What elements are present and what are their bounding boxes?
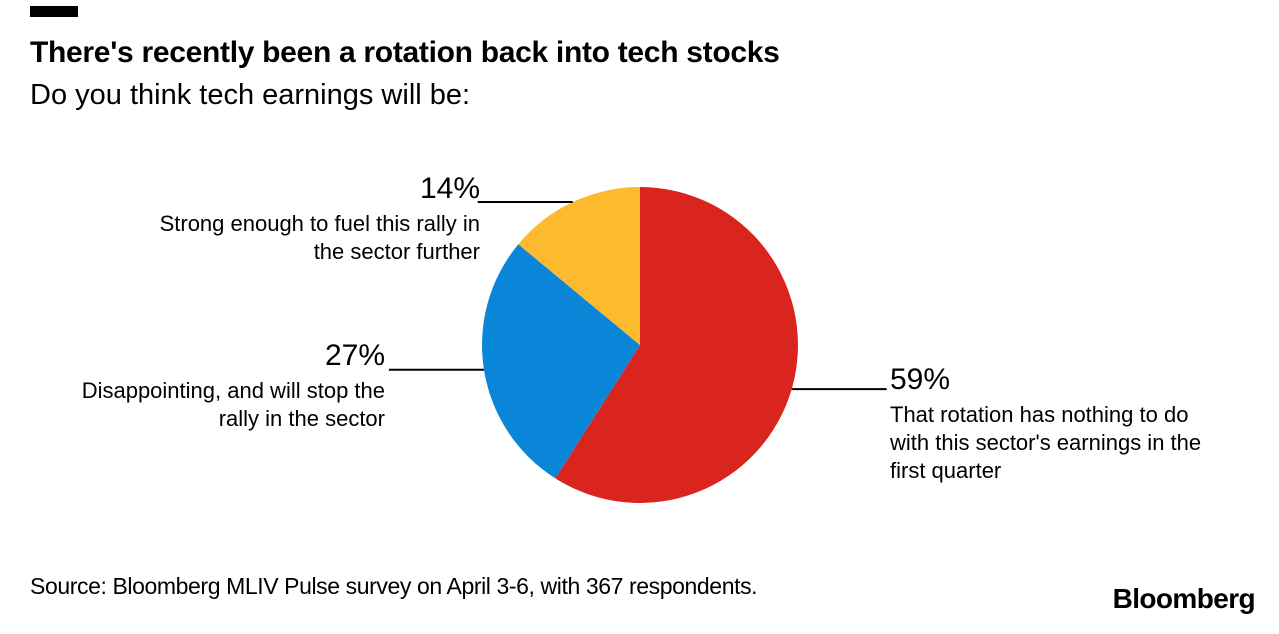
slice-label-59: That rotation has nothing to do with thi… [890,402,1202,483]
chart-subtitle: Do you think tech earnings will be: [30,79,471,111]
slice-label-14: Strong enough to fuel this rally in the … [159,211,480,264]
pct-label-27: 27% [324,339,385,372]
slice-label-27: Disappointing, and will stop the rally i… [81,378,385,431]
callout-14: 14% Strong enough to fuel this rally in … [160,172,480,266]
bloomberg-logo: Bloomberg [1112,583,1256,614]
pie-slice-14 [518,187,640,345]
callout-59: 59% That rotation has nothing to do with… [890,363,1201,485]
source-note: Source: Bloomberg MLIV Pulse survey on A… [30,573,758,599]
pct-label-14: 14% [419,172,480,205]
pie-slice-59 [555,187,798,503]
chart-title: There's recently been a rotation back in… [30,36,780,69]
callout-27: 27% Disappointing, and will stop the ral… [82,339,385,433]
brand-bar [30,6,78,17]
pie-slice-27 [482,244,640,479]
pct-label-59: 59% [890,363,951,396]
